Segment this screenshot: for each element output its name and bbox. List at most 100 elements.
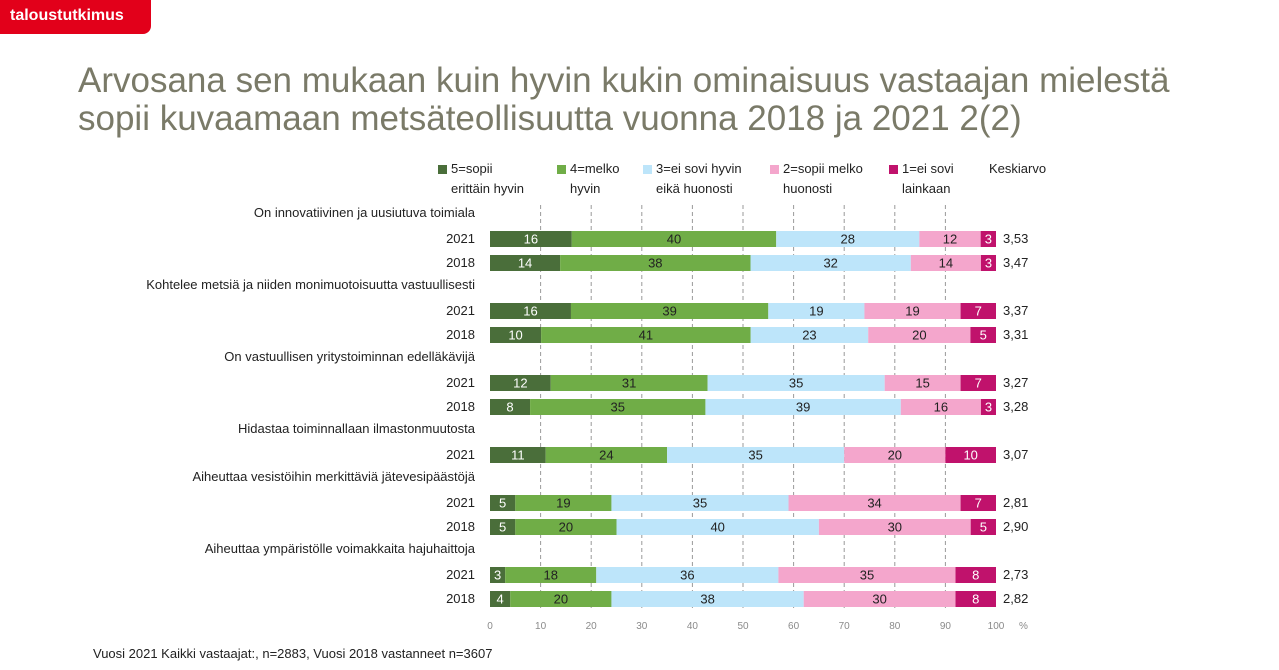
bar-segment (667, 447, 845, 463)
page-title: Arvosana sen mukaan kuin hyvin kukin omi… (78, 61, 1170, 138)
data-label: 5 (980, 520, 987, 535)
bar-segment (490, 495, 516, 511)
data-label: 41 (639, 328, 653, 343)
data-label: 5 (499, 520, 506, 535)
bar-segment (844, 447, 946, 463)
data-label: 38 (700, 592, 714, 607)
data-label: 34 (867, 496, 881, 511)
year-label: 2021 (446, 375, 475, 390)
bar-segment (490, 447, 546, 463)
bar-segment (490, 375, 551, 391)
year-label: 2018 (446, 255, 475, 270)
bar-segment (530, 399, 706, 415)
mean-value: 2,73 (1003, 567, 1029, 582)
year-label: 2021 (446, 567, 475, 582)
category-label: Aiheuttaa vesistöihin merkittäviä jäteve… (192, 469, 475, 484)
year-label: 2021 (446, 303, 475, 318)
category-label: Kohtelee metsiä ja niiden monimuotoisuut… (146, 277, 475, 292)
bar-segment (616, 519, 819, 535)
bar-segment (818, 519, 971, 535)
bar-segment (955, 591, 996, 607)
x-tick-label: 70 (839, 621, 851, 632)
bar-segment (960, 495, 996, 511)
data-label: 39 (796, 400, 810, 415)
bar-segment (545, 447, 668, 463)
bar-segment (550, 375, 708, 391)
data-label: 16 (934, 400, 948, 415)
bar-segment (768, 303, 865, 319)
data-label: 5 (980, 328, 987, 343)
bar-segment (611, 495, 789, 511)
data-label: 14 (518, 256, 532, 271)
data-label: 30 (872, 592, 886, 607)
legend-label: 3=ei sovi hyvin eikä huonosti (656, 161, 742, 196)
data-label: 11 (511, 448, 525, 463)
bar-segment (970, 519, 996, 535)
category-label: Hidastaa toiminnallaan ilmastonmuutosta (237, 421, 475, 436)
x-tick-label: 50 (737, 621, 749, 632)
data-label: 35 (611, 400, 625, 415)
bar-segment (515, 519, 617, 535)
bar-segment (490, 231, 572, 247)
bar-segment (864, 303, 961, 319)
data-label: 8 (506, 400, 513, 415)
data-label: 4 (497, 592, 504, 607)
legend-label: 2=sopii melko huonosti (783, 161, 863, 196)
data-label: 35 (748, 448, 762, 463)
bar-segment (490, 567, 506, 583)
data-label: 35 (860, 568, 874, 583)
data-label: 40 (710, 520, 724, 535)
bar-segment (490, 327, 542, 343)
bar-segment (980, 231, 996, 247)
bar-segment (750, 327, 869, 343)
legend-label: 5=sopii erittäin hyvin (451, 161, 524, 196)
data-label: 30 (888, 520, 902, 535)
data-label: 19 (905, 304, 919, 319)
data-label: 3 (494, 568, 501, 583)
bar-segment (776, 231, 920, 247)
bar-segment (490, 255, 561, 271)
legend-swatch (438, 165, 447, 174)
bar-segment (910, 255, 981, 271)
mean-value: 2,90 (1003, 519, 1029, 534)
data-label: 12 (943, 232, 957, 247)
legend-swatch (770, 165, 779, 174)
bar-segment (884, 375, 961, 391)
data-label: 16 (523, 304, 537, 319)
bar-segment (980, 255, 996, 271)
bar-segment (541, 327, 751, 343)
mean-value: 3,27 (1003, 375, 1029, 390)
mean-value: 3,47 (1003, 255, 1029, 270)
x-tick-label: 80 (889, 621, 901, 632)
bar-segment (900, 399, 981, 415)
bar-segment (803, 591, 956, 607)
data-label: 3 (985, 400, 992, 415)
data-label: 5 (499, 496, 506, 511)
data-label: 19 (809, 304, 823, 319)
bar-segment (611, 591, 804, 607)
data-label: 10 (508, 328, 522, 343)
bar-segment (505, 567, 597, 583)
data-label: 23 (802, 328, 816, 343)
brand-logo: taloustutkimus (0, 0, 151, 34)
mean-value: 2,82 (1003, 591, 1029, 606)
data-label: 19 (556, 496, 570, 511)
bar-segment (570, 303, 769, 319)
mean-value: 3,53 (1003, 231, 1029, 246)
bar-segment (970, 327, 996, 343)
bar-segment (510, 591, 612, 607)
bar-segment (919, 231, 981, 247)
bar-segment (788, 495, 961, 511)
footnote: Vuosi 2021 Kaikki vastaajat:, n=2883, Vu… (93, 646, 493, 661)
data-label: 28 (841, 232, 855, 247)
data-label: 3 (985, 232, 992, 247)
year-label: 2021 (446, 495, 475, 510)
data-label: 20 (559, 520, 573, 535)
mean-value: 2,81 (1003, 495, 1029, 510)
data-label: 10 (963, 448, 977, 463)
data-label: 16 (524, 232, 538, 247)
x-tick-label: 0 (487, 621, 493, 632)
bar-segment (596, 567, 779, 583)
data-label: 12 (513, 376, 527, 391)
